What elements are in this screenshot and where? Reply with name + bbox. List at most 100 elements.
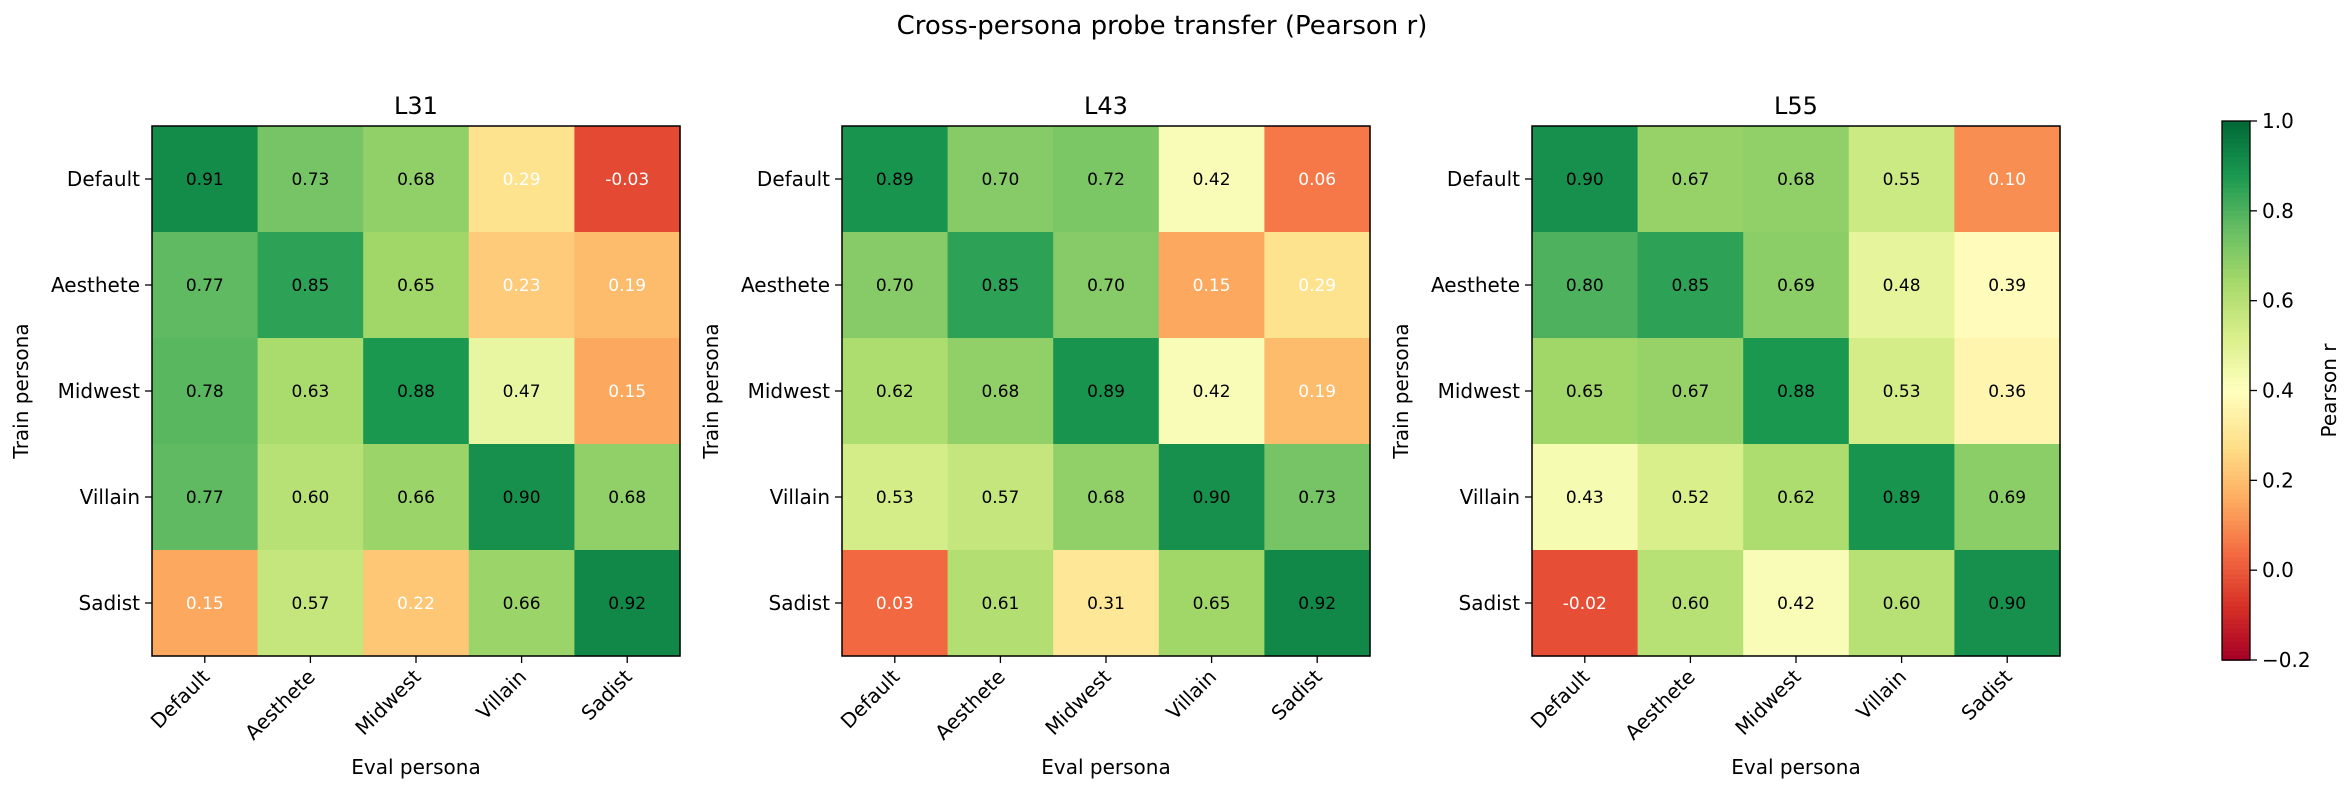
heatmap-cell bbox=[947, 550, 1054, 657]
colorbar-segment bbox=[2222, 228, 2250, 235]
colorbar-segment bbox=[2222, 556, 2250, 562]
cell-value-label: 0.90 bbox=[1988, 594, 2026, 614]
colorbar-tick-label: −0.2 bbox=[2262, 648, 2311, 672]
y-tick-label: Sadist bbox=[769, 591, 831, 615]
heatmap-cell bbox=[363, 232, 470, 339]
heatmap-cell bbox=[574, 550, 681, 657]
heatmap-cell bbox=[1848, 338, 1955, 445]
heatmap-cell bbox=[1264, 338, 1371, 445]
cell-value-label: 0.88 bbox=[397, 382, 435, 402]
cell-value-label: 0.85 bbox=[291, 276, 329, 296]
colorbar-segment bbox=[2222, 394, 2250, 401]
colorbar-segment bbox=[2222, 610, 2250, 616]
cell-value-label: 0.65 bbox=[397, 276, 435, 296]
cell-value-label: 0.78 bbox=[186, 382, 224, 402]
y-tick-label: Sadist bbox=[1459, 591, 1521, 615]
cell-value-label: 0.52 bbox=[1671, 488, 1709, 508]
y-tick-label: Villain bbox=[80, 485, 140, 509]
heatmap-cell bbox=[1532, 444, 1639, 551]
colorbar-segment bbox=[2222, 129, 2250, 136]
colorbar-segment bbox=[2222, 507, 2250, 513]
heatmap-cell bbox=[468, 444, 575, 551]
cell-value-label: 0.47 bbox=[503, 382, 541, 402]
colorbar-segment bbox=[2222, 381, 2250, 387]
cell-value-label: 0.73 bbox=[291, 170, 329, 190]
heatmap-panel-l43: 0.89 0.70 0.72 0.42 0.06 0.70 0.85 0.70 0.15 0.29… bbox=[699, 92, 1371, 779]
colorbar-segment bbox=[2222, 426, 2250, 432]
colorbar-segment bbox=[2222, 624, 2250, 630]
colorbar-segment bbox=[2222, 197, 2250, 203]
heatmap-cell bbox=[152, 338, 259, 445]
colorbar-segment bbox=[2222, 161, 2250, 167]
heatmap-cell bbox=[1954, 126, 2061, 233]
colorbar-segment bbox=[2222, 579, 2250, 585]
colorbar-segment bbox=[2222, 615, 2250, 621]
heatmap-cell bbox=[842, 338, 949, 445]
cell-value-label: 0.85 bbox=[981, 276, 1019, 296]
y-tick-label: Sadist bbox=[79, 591, 141, 615]
heatmap-cell bbox=[842, 126, 949, 233]
cell-value-label: 0.62 bbox=[876, 382, 914, 402]
cell-value-label: 0.60 bbox=[1883, 594, 1921, 614]
panel-title: L31 bbox=[394, 92, 438, 120]
colorbar-segment bbox=[2222, 323, 2250, 329]
colorbar-tick-label: 0.4 bbox=[2262, 379, 2294, 403]
heatmap-cell bbox=[1264, 444, 1371, 551]
cell-value-label: 0.15 bbox=[1193, 276, 1231, 296]
panel-title: L43 bbox=[1084, 92, 1128, 120]
x-tick-label: Default bbox=[836, 664, 905, 733]
heatmap-cell bbox=[1532, 232, 1639, 339]
cell-value-label: 0.36 bbox=[1988, 382, 2026, 402]
colorbar-segment bbox=[2222, 637, 2250, 643]
colorbar-segment bbox=[2222, 345, 2250, 351]
heatmap-cell bbox=[574, 444, 681, 551]
colorbar: 1.0 0.8 0.6 0.4 0.2 0.0 −0.2 Pearson r bbox=[2221, 109, 2341, 672]
heatmap-cell bbox=[574, 338, 681, 445]
colorbar-segment bbox=[2222, 314, 2250, 320]
y-tick-label: Aesthete bbox=[1431, 273, 1520, 297]
figure-title: Cross-persona probe transfer (Pearson r) bbox=[897, 11, 1428, 41]
y-tick-label: Midwest bbox=[58, 379, 141, 403]
heatmap-panel-l55: 0.90 0.67 0.68 0.55 0.10 0.80 0.85 0.69 0.48 0.39… bbox=[1389, 92, 2061, 779]
cell-value-label: 0.92 bbox=[1298, 594, 1336, 614]
cell-value-label: 0.65 bbox=[1566, 382, 1604, 402]
cell-value-label: 0.48 bbox=[1883, 276, 1921, 296]
heatmap-cell bbox=[363, 444, 470, 551]
colorbar-segment bbox=[2222, 453, 2250, 459]
cell-value-label: 0.62 bbox=[1777, 488, 1815, 508]
heatmap-cell bbox=[1743, 126, 1850, 233]
colorbar-segment bbox=[2222, 444, 2250, 450]
cell-value-label: 0.57 bbox=[291, 594, 329, 614]
heatmap-cell bbox=[1532, 550, 1639, 657]
colorbar-segment bbox=[2222, 565, 2250, 571]
colorbar-segment bbox=[2222, 547, 2250, 553]
x-tick-label: Midwest bbox=[1730, 664, 1805, 739]
cell-value-label: 0.77 bbox=[186, 488, 224, 508]
heatmap-cell bbox=[947, 444, 1054, 551]
colorbar-segment bbox=[2222, 327, 2250, 333]
heatmap-cell bbox=[1053, 126, 1160, 233]
heatmap-cell bbox=[1743, 232, 1850, 339]
cell-value-label: 0.70 bbox=[981, 170, 1019, 190]
heatmap-cell bbox=[842, 444, 949, 551]
cell-value-label: 0.23 bbox=[503, 276, 541, 296]
colorbar-segment bbox=[2222, 516, 2250, 522]
heatmap-cell bbox=[1532, 126, 1639, 233]
cell-value-label: -0.03 bbox=[605, 170, 649, 190]
heatmap-cell bbox=[1158, 444, 1265, 551]
colorbar-segment bbox=[2222, 466, 2250, 473]
colorbar-segment bbox=[2222, 287, 2250, 293]
y-tick-label: Aesthete bbox=[51, 273, 140, 297]
colorbar-segment bbox=[2222, 520, 2250, 527]
cell-value-label: 0.70 bbox=[1087, 276, 1125, 296]
cell-value-label: 0.68 bbox=[1777, 170, 1815, 190]
heatmap-cell bbox=[1954, 444, 2061, 551]
cell-value-label: 0.60 bbox=[291, 488, 329, 508]
colorbar-segment bbox=[2222, 489, 2250, 495]
colorbar-segment bbox=[2222, 601, 2250, 607]
cell-value-label: 0.88 bbox=[1777, 382, 1815, 402]
colorbar-segment bbox=[2222, 628, 2250, 634]
y-tick-label: Default bbox=[67, 167, 140, 191]
colorbar-segment bbox=[2222, 138, 2250, 145]
cell-value-label: 0.72 bbox=[1087, 170, 1125, 190]
